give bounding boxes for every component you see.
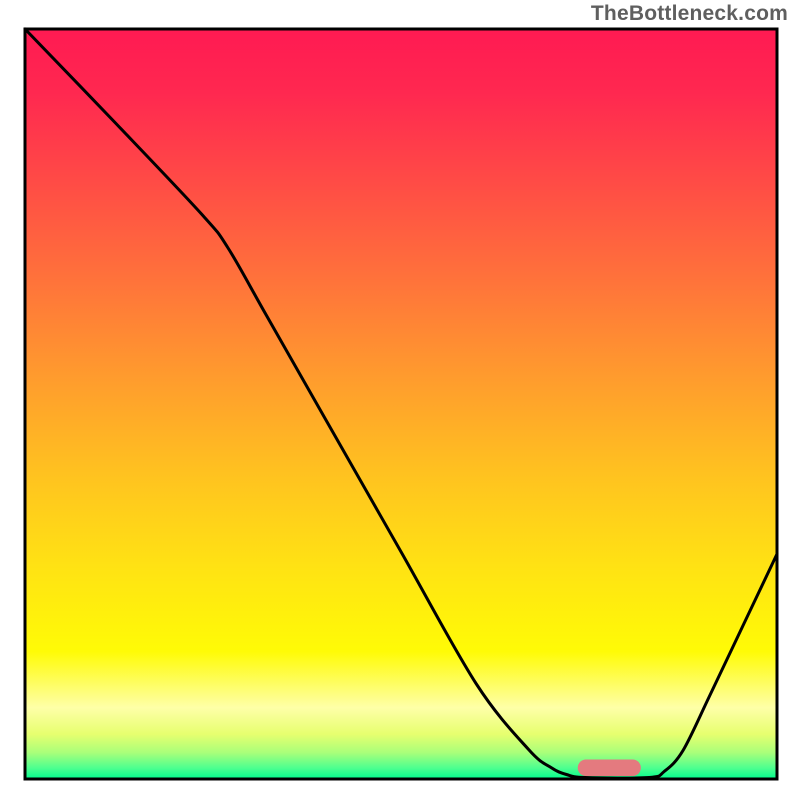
bottleneck-chart: TheBottleneck.com — [0, 0, 800, 800]
attribution-label: TheBottleneck.com — [591, 2, 788, 26]
optimal-range-marker — [578, 760, 641, 777]
gradient-curve-plot — [0, 0, 800, 800]
